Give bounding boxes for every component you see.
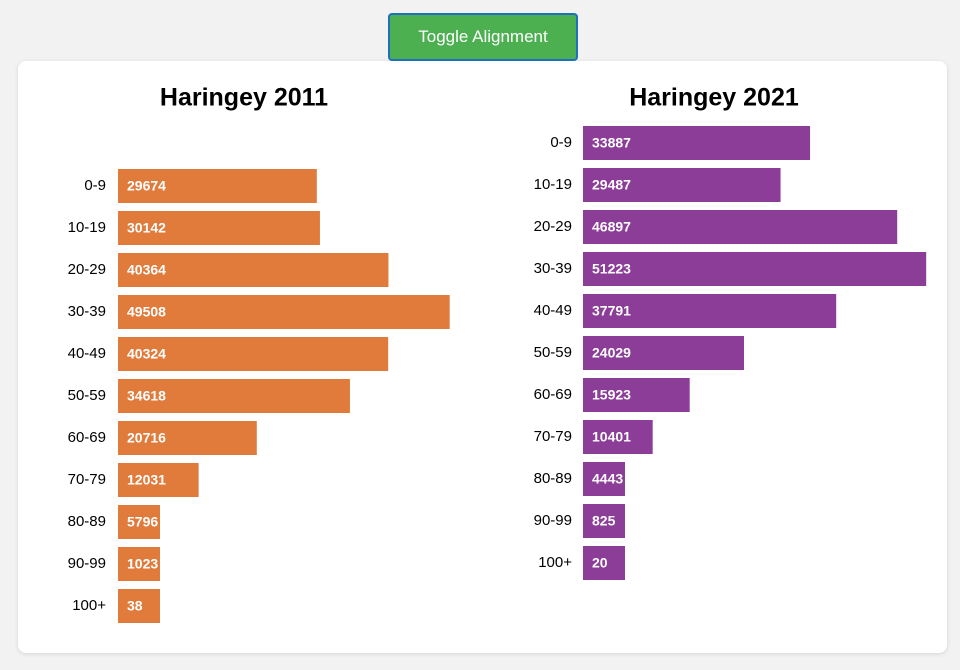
value-label: 29674 [127,178,166,194]
bar [118,253,389,287]
value-label: 24029 [592,345,631,361]
category-label: 30-39 [68,303,106,320]
bar [118,211,320,245]
value-label: 40364 [127,262,166,278]
value-label: 12031 [127,472,166,488]
value-label: 51223 [592,261,631,277]
value-label: 4443 [592,471,623,487]
value-label: 15923 [592,387,631,403]
bar [118,463,199,497]
bar [118,295,450,329]
bar [118,421,257,455]
bar [583,168,781,202]
category-label: 40-49 [534,302,572,319]
bar [583,294,837,328]
bar [118,379,350,413]
value-label: 33887 [592,135,631,151]
bar [583,336,744,370]
category-label: 100+ [538,554,572,571]
value-label: 20 [592,555,608,571]
value-label: 46897 [592,219,631,235]
value-label: 29487 [592,177,631,193]
category-label: 0-9 [550,134,572,151]
value-label: 20716 [127,430,166,446]
value-label: 825 [592,513,616,529]
value-label: 49508 [127,304,166,320]
bar [118,337,389,371]
value-label: 1023 [127,556,158,572]
category-label: 30-39 [534,260,572,277]
toggle-alignment-button[interactable]: Toggle Alignment [388,13,578,61]
bar [583,252,927,286]
category-label: 100+ [72,597,106,614]
category-label: 50-59 [68,387,106,404]
bar [118,505,160,539]
value-label: 34618 [127,388,166,404]
category-label: 10-19 [534,176,572,193]
bar [583,378,690,412]
category-label: 60-69 [534,386,572,403]
category-label: 10-19 [68,219,106,236]
bar [583,504,625,538]
bar [118,547,160,581]
category-label: 80-89 [534,470,572,487]
category-label: 20-29 [534,218,572,235]
value-label: 10401 [592,429,631,445]
category-label: 60-69 [68,429,106,446]
bar [118,589,160,623]
value-label: 5796 [127,514,158,530]
value-label: 37791 [592,303,631,319]
category-label: 90-99 [68,555,106,572]
chart-title: Haringey 2011 [160,84,328,112]
category-label: 90-99 [534,512,572,529]
bar [583,210,898,244]
bar [583,126,811,160]
bar [583,420,653,454]
bar [583,462,625,496]
chart-title: Haringey 2021 [629,84,799,112]
category-label: 20-29 [68,261,106,278]
value-label: 40324 [127,346,166,362]
value-label: 38 [127,598,143,614]
category-label: 0-9 [84,177,106,194]
category-label: 70-79 [534,428,572,445]
bar [118,169,317,203]
category-label: 50-59 [534,344,572,361]
category-label: 70-79 [68,471,106,488]
category-label: 80-89 [68,513,106,530]
value-label: 30142 [127,220,166,236]
category-label: 40-49 [68,345,106,362]
bar [583,546,625,580]
